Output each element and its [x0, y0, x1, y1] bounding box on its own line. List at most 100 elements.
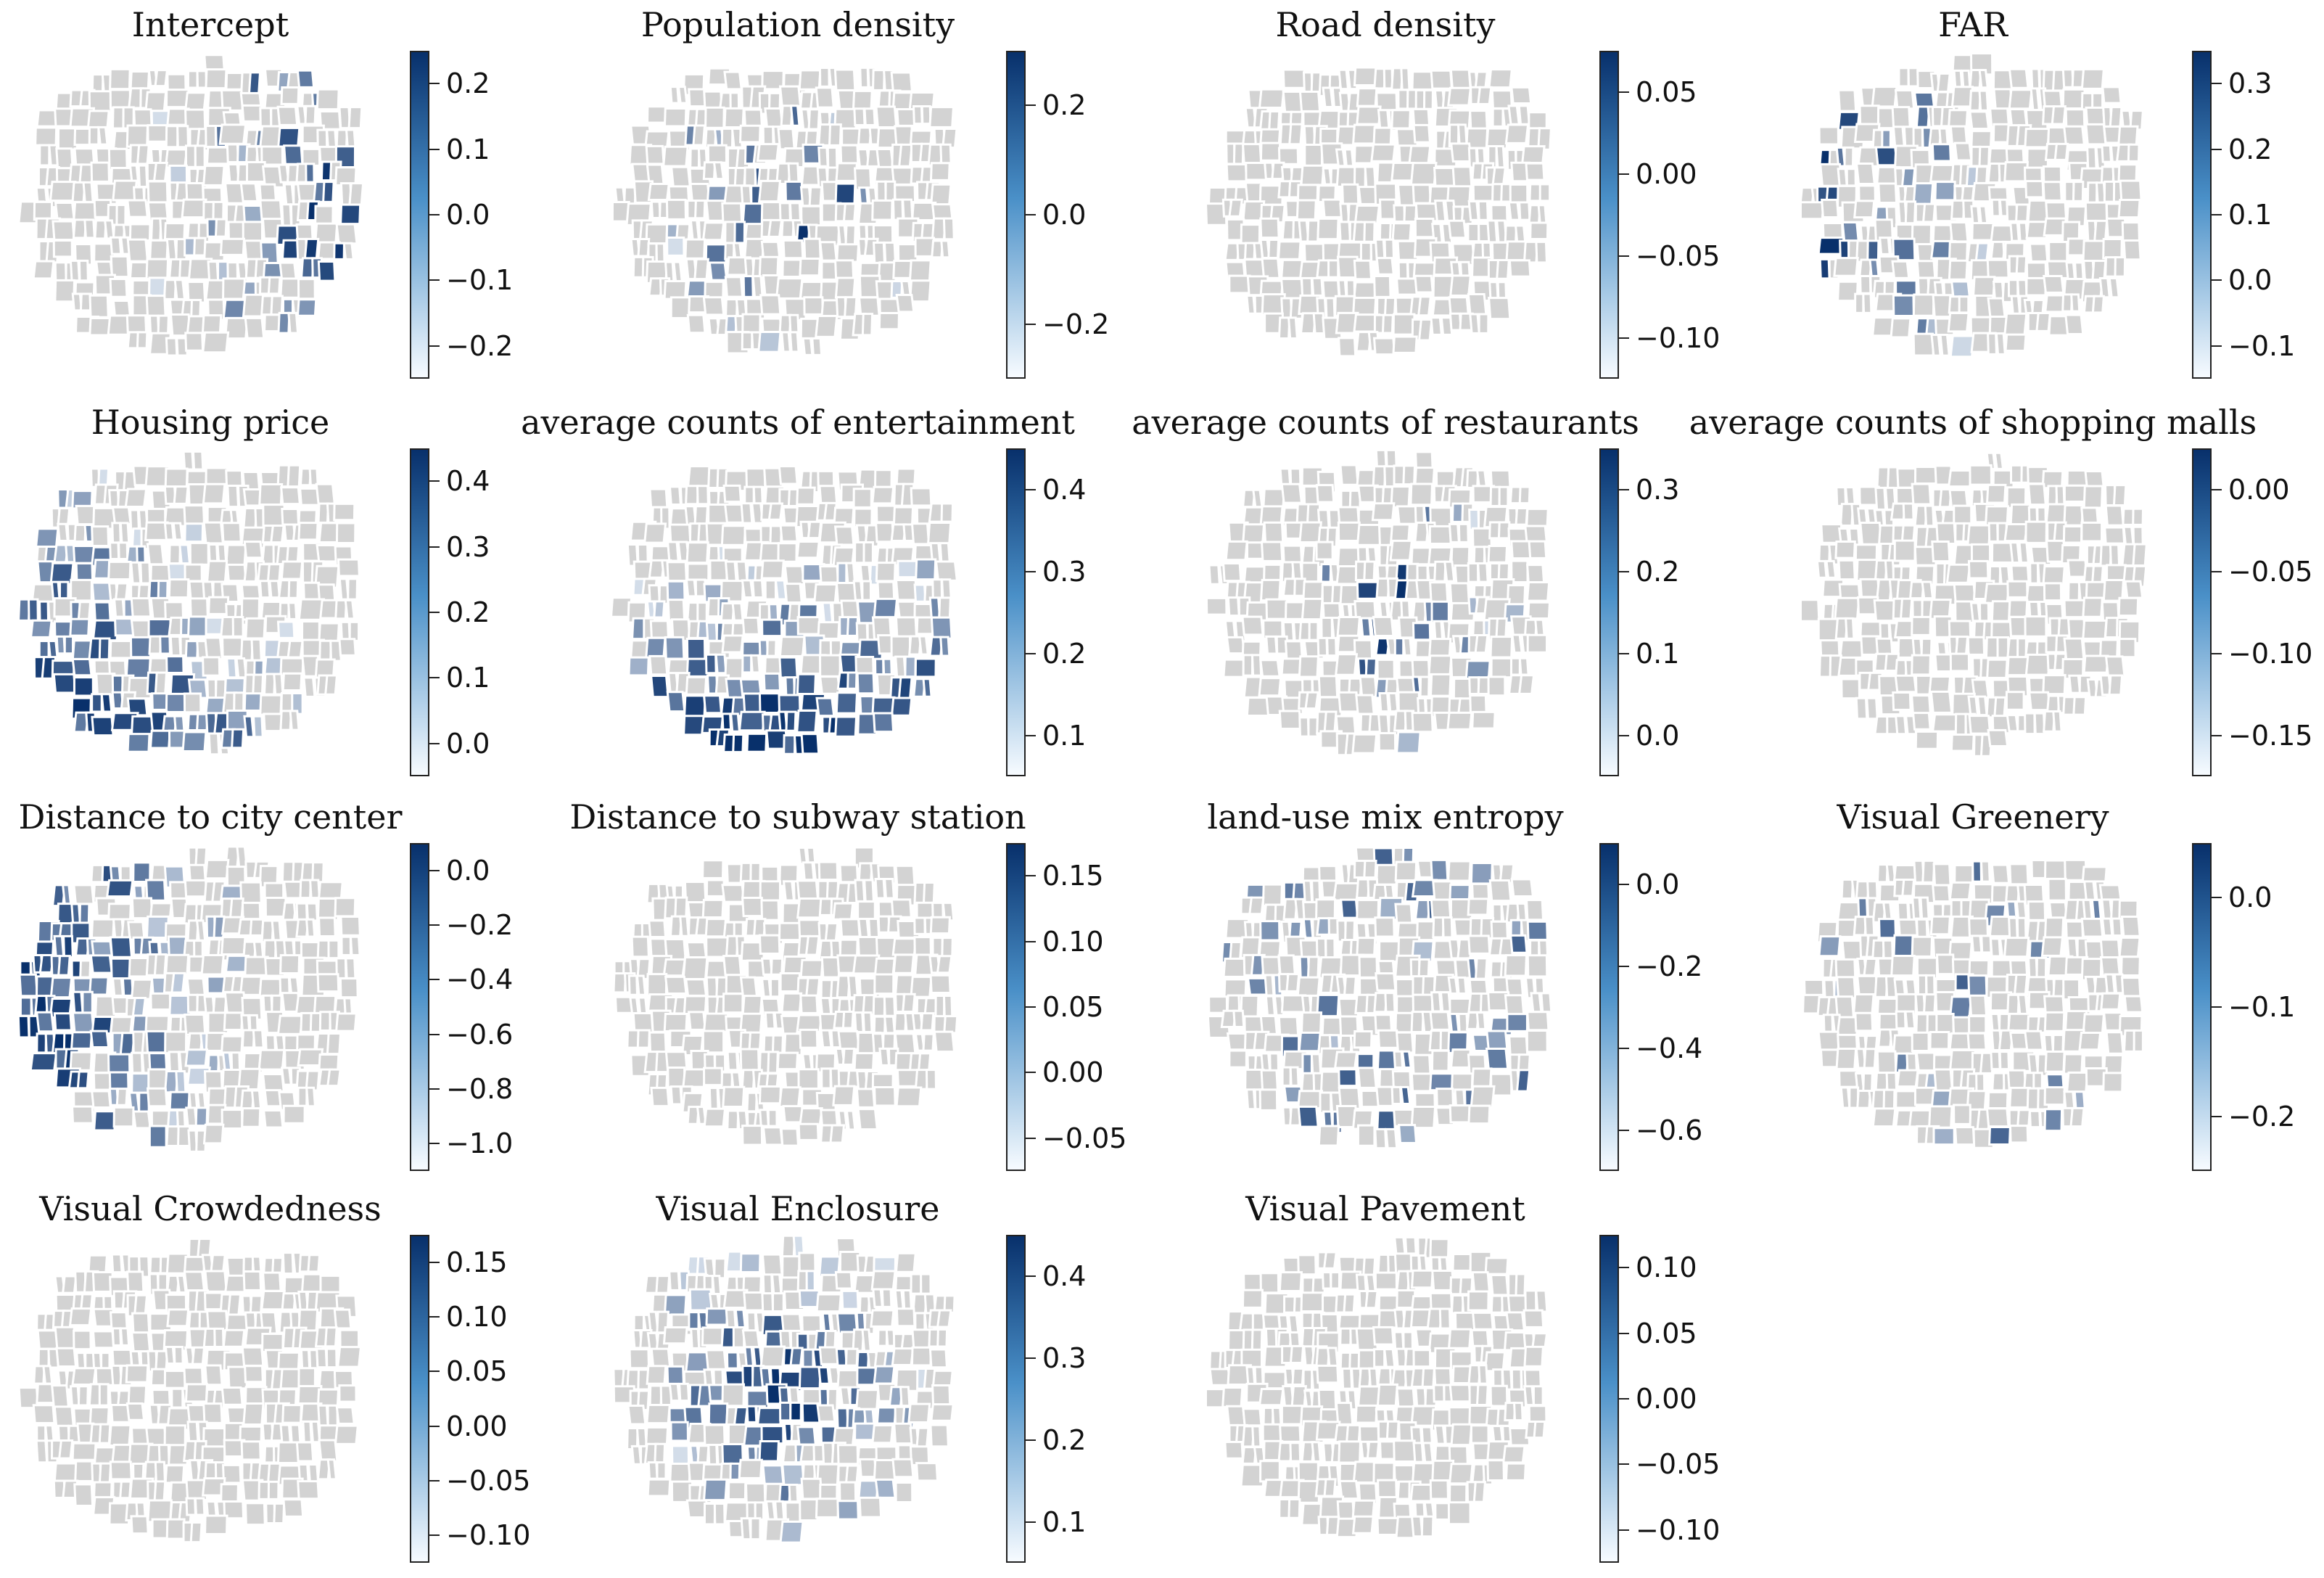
colorbar-tick: [2212, 1006, 2222, 1008]
district-polygon: [88, 126, 100, 146]
colorbar-tick-label: 0.05: [1636, 1318, 1697, 1349]
district-polygon: [1510, 540, 1532, 560]
district-polygon: [1225, 163, 1248, 183]
district-polygon: [1302, 580, 1324, 601]
district-polygon: [1447, 976, 1459, 995]
district-polygon: [2082, 619, 2108, 640]
district-polygon: [817, 146, 829, 170]
district-polygon: [335, 223, 358, 245]
district-polygon: [922, 678, 933, 698]
district-polygon: [1506, 1013, 1528, 1032]
district-polygon: [2102, 1072, 2124, 1093]
district-polygon: [1315, 541, 1334, 561]
district-polygon: [2048, 240, 2069, 263]
district-polygon: [1483, 1351, 1507, 1373]
district-polygon: [1297, 1254, 1317, 1276]
district-polygon: [1995, 332, 2006, 356]
district-polygon: [202, 521, 225, 545]
district-polygon: [1935, 953, 1956, 976]
district-polygon: [2080, 521, 2103, 543]
district-polygon: [279, 954, 301, 975]
district-polygon: [1374, 916, 1396, 938]
district-polygon: [1307, 716, 1319, 738]
district-polygon: [1478, 313, 1490, 334]
district-polygon: [1315, 484, 1335, 504]
district-polygon: [2043, 1086, 2066, 1106]
district-polygon: [862, 1011, 873, 1033]
district-polygon: [73, 523, 87, 543]
district-polygon: [1427, 654, 1453, 676]
district-polygon: [871, 69, 886, 91]
district-polygon: [1222, 957, 1250, 978]
colorbar-tick-label: −0.1: [446, 264, 514, 296]
district-polygon: [939, 636, 951, 657]
district-polygon: [110, 1253, 123, 1274]
colorbar-tick-label: 0.2: [446, 596, 490, 628]
choropleth-map: [17, 450, 360, 756]
district-polygon: [71, 1105, 94, 1125]
district-polygon: [759, 880, 782, 902]
colorbar-gradient: [1599, 448, 1619, 776]
district-polygon: [1989, 937, 2002, 958]
district-polygon: [1417, 958, 1430, 979]
district-polygon: [630, 1445, 643, 1466]
district-polygon: [1298, 90, 1322, 112]
district-polygon: [1518, 201, 1531, 221]
district-polygon: [1354, 1404, 1378, 1424]
district-polygon: [643, 522, 667, 544]
district-polygon: [733, 1406, 749, 1426]
district-polygon: [1250, 1328, 1264, 1352]
district-polygon: [780, 331, 792, 353]
district-polygon: [317, 260, 337, 282]
district-polygon: [32, 1404, 56, 1425]
district-polygon: [1343, 1293, 1356, 1314]
district-polygon: [183, 1270, 206, 1292]
district-polygon: [817, 860, 839, 882]
district-polygon: [797, 1122, 820, 1141]
district-polygon: [83, 218, 96, 239]
district-polygon: [720, 602, 735, 622]
district-polygon: [1949, 652, 1971, 673]
district-polygon: [1355, 331, 1372, 353]
district-polygon: [702, 1012, 730, 1033]
district-polygon: [257, 1048, 286, 1071]
district-polygon: [1976, 695, 1988, 717]
district-polygon: [119, 1480, 132, 1500]
colorbar-tick-label: 0.3: [2228, 67, 2273, 99]
district-polygon: [1834, 596, 1861, 620]
district-polygon: [261, 1073, 285, 1093]
district-polygon: [259, 107, 273, 128]
district-polygon: [183, 504, 206, 527]
district-polygon: [1285, 973, 1301, 993]
district-polygon: [94, 219, 107, 240]
district-polygon: [778, 465, 799, 485]
district-polygon: [53, 1405, 75, 1429]
district-polygon: [833, 506, 855, 526]
district-polygon: [1838, 1069, 1858, 1088]
district-polygon: [1996, 636, 2010, 659]
district-polygon: [1987, 297, 2006, 319]
district-polygon: [2121, 221, 2140, 243]
district-polygon: [1522, 1309, 1545, 1328]
district-polygon: [749, 1517, 762, 1541]
district-polygon: [1373, 274, 1392, 298]
district-polygon: [1525, 898, 1545, 921]
district-polygon: [741, 1125, 764, 1146]
district-polygon: [826, 146, 838, 170]
district-polygon: [912, 104, 923, 126]
district-polygon: [1351, 123, 1377, 145]
colorbar-tick-label: 0.15: [446, 1246, 508, 1278]
district-polygon: [130, 1515, 149, 1535]
district-polygon: [287, 579, 300, 599]
district-polygon: [1451, 1253, 1472, 1273]
district-polygon: [653, 600, 666, 619]
district-polygon: [1876, 863, 1889, 884]
district-polygon: [701, 1030, 725, 1054]
district-polygon: [796, 1014, 823, 1033]
colorbar-tick: [1026, 1439, 1036, 1441]
colorbar-tick: [1619, 1463, 1629, 1465]
colorbar-tick: [1026, 214, 1036, 215]
district-polygon: [128, 957, 151, 978]
district-polygon: [910, 975, 933, 998]
district-polygon: [654, 1442, 667, 1466]
